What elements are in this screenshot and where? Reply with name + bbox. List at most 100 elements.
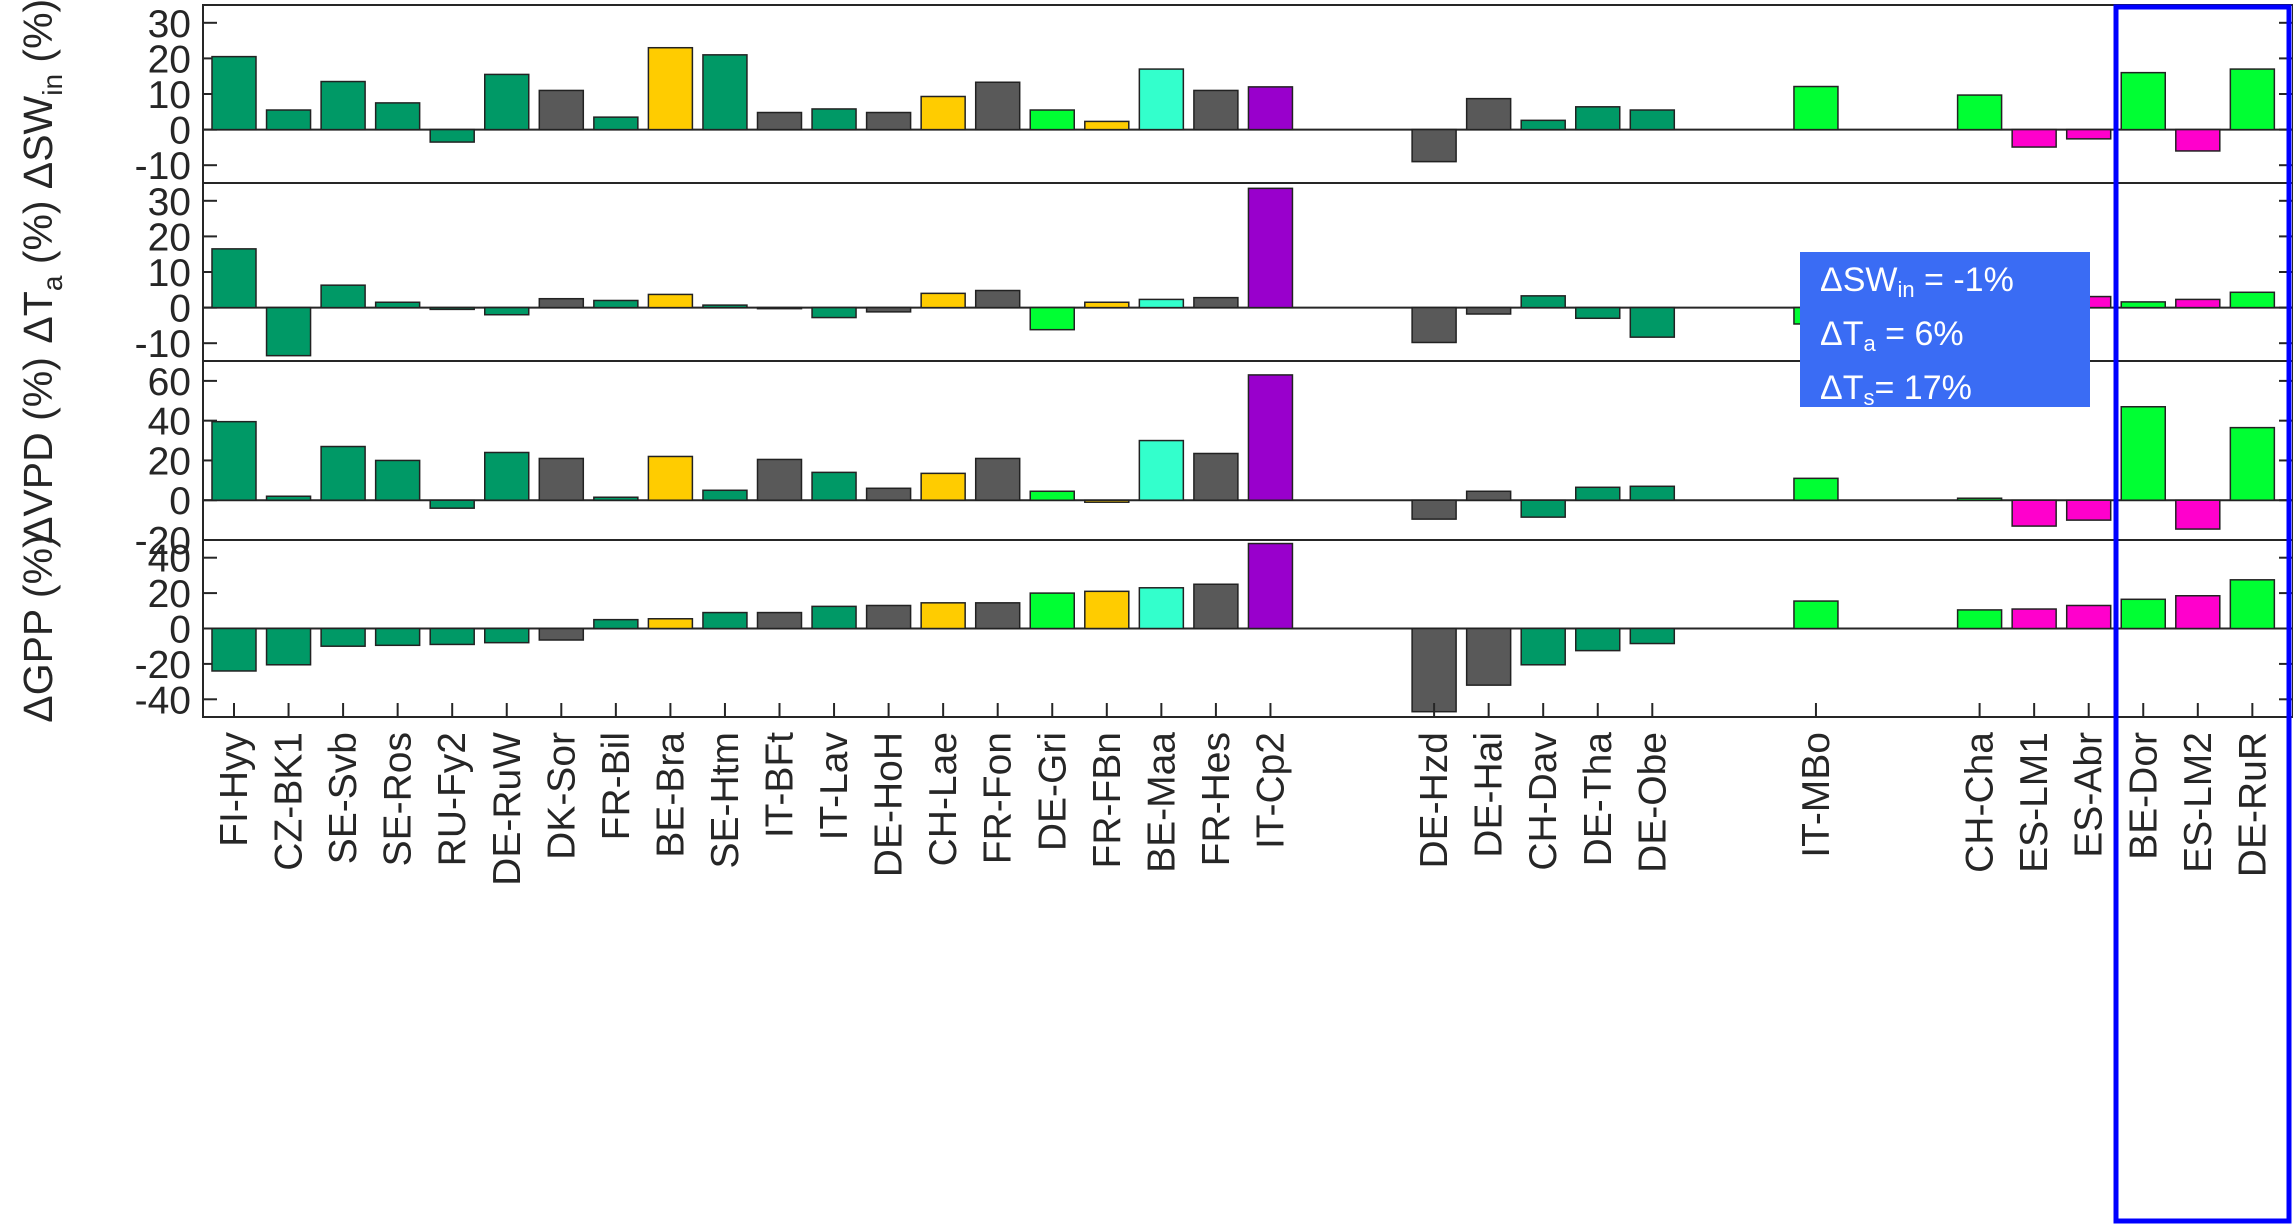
bar-IT-Cp2 — [1247, 542, 1294, 630]
bar-DE-Hzd — [1411, 627, 1457, 713]
bar-BE-Dor — [2120, 598, 2166, 630]
bar-SE-Svb — [320, 445, 366, 501]
bar-BE-Maa — [1138, 587, 1185, 630]
bar-DE-RuR — [2229, 291, 2276, 309]
x-tick-label: DE-Tha — [1577, 732, 1620, 867]
highlight-box — [2113, 4, 2292, 1224]
x-tick-label: CH-Dav — [1522, 732, 1565, 871]
x-tick-label: CH-Lae — [922, 732, 965, 866]
bar-DE-Tha — [1575, 627, 1621, 652]
bar-RU-Fy2 — [429, 627, 475, 646]
bar-DE-Gri — [1029, 592, 1075, 630]
y-tick-label: 30 — [148, 3, 191, 46]
x-tick-label: FI-Hyy — [213, 732, 256, 847]
y-tick-label: 60 — [148, 361, 191, 404]
x-tick-label: RU-Fy2 — [431, 732, 474, 866]
bar-ES-Abr — [2065, 128, 2112, 140]
y-axis-label: ΔTa (%) — [15, 200, 68, 343]
bar-BE-Bra — [647, 46, 694, 131]
x-tick-label: DE-Hzd — [1413, 732, 1456, 869]
y-tick-label: 40 — [148, 401, 191, 444]
bar-ES-Abr — [2065, 604, 2112, 630]
bar-DE-Hai — [1465, 306, 1512, 315]
bar-BE-Bra — [647, 618, 694, 630]
bar-CZ-BK1 — [265, 627, 312, 666]
y-tick-label: 0 — [169, 609, 191, 652]
bar-IT-BFt — [756, 306, 803, 310]
bar-ES-LM2 — [2175, 298, 2221, 309]
bar-CH-Cha — [1956, 609, 2003, 630]
bar-FI-Hyy — [211, 55, 257, 131]
bar-DE-Gri — [1029, 490, 1075, 501]
x-tick-label: DE-Obe — [1631, 732, 1674, 873]
bar-FI-Hyy — [211, 627, 257, 672]
bar-BE-Maa — [1138, 68, 1185, 131]
bar-CH-Lae — [920, 95, 966, 131]
x-tick-label: DE-HoH — [868, 732, 911, 877]
bar-FR-Fon — [974, 602, 1021, 630]
bar-IT-Lav — [811, 471, 857, 501]
bar-ES-LM2 — [2175, 499, 2221, 530]
bar-DE-Obe — [1629, 485, 1676, 501]
bar-FR-Bil — [593, 496, 639, 501]
bar-DE-Hai — [1465, 97, 1512, 131]
bar-DE-RuW — [484, 627, 530, 644]
bar-SE-Ros — [374, 102, 421, 131]
annotation-line: ΔTs= 17% — [1820, 369, 1972, 410]
y-tick-label: 10 — [148, 74, 191, 117]
bar-DE-Hzd — [1411, 128, 1457, 163]
bar-FR-Hes — [1193, 583, 1239, 630]
x-tick-label: FR-Bil — [595, 732, 638, 840]
bar-FR-Bil — [593, 116, 639, 131]
x-tick-label: CZ-BK1 — [268, 732, 311, 871]
bar-DE-RuW — [484, 306, 530, 316]
bar-CH-Dav — [1520, 119, 1566, 131]
bar-ES-LM1 — [2011, 128, 2057, 148]
bar-CH-Dav — [1520, 499, 1566, 518]
bar-IT-MBo — [1793, 477, 1839, 501]
bar-CH-Lae — [920, 472, 966, 501]
y-tick-label: 40 — [148, 538, 191, 581]
bar-IT-Cp2 — [1247, 374, 1294, 501]
bar-DE-Gri — [1029, 109, 1075, 131]
bar-RU-Fy2 — [429, 128, 475, 143]
bar-FI-Hyy — [211, 420, 257, 501]
bar-FR-Hes — [1193, 452, 1239, 501]
bar-ES-Abr — [2065, 499, 2112, 521]
x-tick-label: DE-Hai — [1468, 732, 1511, 858]
y-axis-label: ΔVPD (%) — [15, 357, 61, 544]
bar-DE-RuR — [2229, 426, 2276, 501]
y-axis-label: ΔGPP (%) — [15, 534, 61, 722]
bar-DE-Hzd — [1411, 499, 1457, 520]
bar-BE-Dor — [2120, 71, 2166, 131]
y-tick-label: -40 — [135, 679, 191, 722]
bar-FR-FBn — [1084, 590, 1130, 630]
bar-IT-BFt — [756, 458, 803, 501]
bar-RU-Fy2 — [429, 306, 475, 311]
bar-CH-Cha — [1956, 497, 2003, 501]
bar-DE-Tha — [1575, 106, 1621, 131]
bar-DE-RuW — [484, 73, 530, 131]
bar-CZ-BK1 — [265, 495, 312, 501]
bar-ES-LM2 — [2175, 595, 2221, 630]
bar-DE-Tha — [1575, 486, 1621, 501]
y-tick-label: 10 — [148, 252, 191, 295]
x-tick-label: DE-Gri — [1031, 732, 1074, 851]
x-tick-label: ES-LM2 — [2177, 732, 2220, 873]
bar-ES-LM2 — [2175, 128, 2221, 152]
x-tick-label: ES-Abr — [2068, 732, 2111, 858]
y-tick-label: 20 — [148, 573, 191, 616]
x-tick-label: BE-Dor — [2122, 732, 2165, 860]
x-tick-label: FR-Fon — [977, 732, 1020, 864]
x-tick-label: CH-Cha — [1959, 732, 2002, 873]
bar-IT-MBo — [1793, 600, 1839, 630]
bar-DE-Hai — [1465, 490, 1512, 501]
bar-SE-Svb — [320, 80, 366, 131]
x-tick-label: IT-BFt — [759, 732, 802, 838]
bar-DE-Hzd — [1411, 306, 1457, 344]
annotation-box: ΔSWin = -1% ΔTa = 6% ΔTs= 17% — [1800, 252, 2090, 410]
y-tick-label: 0 — [169, 110, 191, 153]
bar-CH-Lae — [920, 602, 966, 630]
x-tick-label: IT-Cp2 — [1249, 732, 1292, 849]
bar-CH-Lae — [920, 292, 966, 309]
